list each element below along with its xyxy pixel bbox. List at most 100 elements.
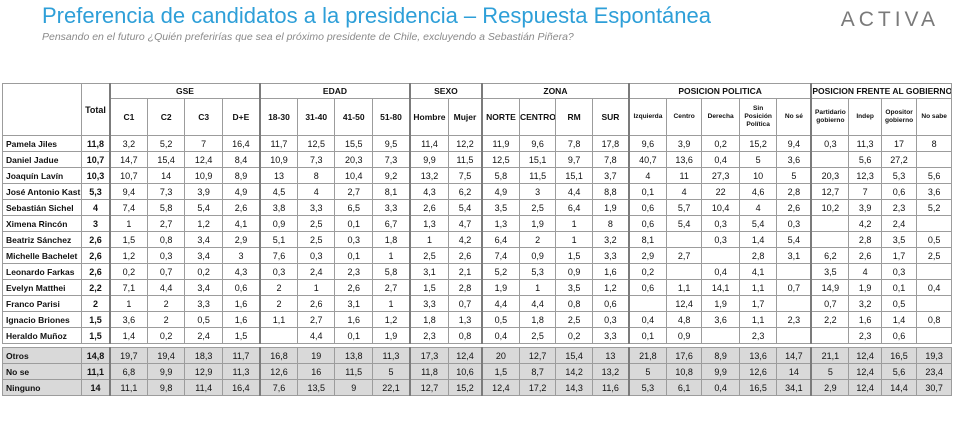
table-cell: 2,9 (221, 231, 261, 248)
table-cell: 6,4 (480, 231, 520, 248)
row-total: 3 (81, 215, 111, 232)
table-cell: 3,6 (701, 311, 740, 328)
table-cell: 4 (738, 199, 778, 216)
table-cell: 0,9 (555, 263, 593, 280)
table-row: Franco Parisi 2 1 2 3,3 1,6 2 2,6 3,1 1 3,3 0,7 4,4 4… (1, 295, 952, 312)
table-cell: 5,1 (258, 231, 298, 248)
table-cell: 14,7 (776, 347, 812, 364)
table-cell: 12,7 (810, 183, 850, 200)
table-cell: 7,3 (146, 183, 186, 200)
table-cell: 2,6 (221, 199, 261, 216)
table-cell: 0,1 (880, 279, 918, 296)
table-cell: 20,3 (334, 151, 373, 168)
table-cell: 0,4 (627, 311, 667, 328)
table-cell: 2 (258, 295, 298, 312)
table-cell: 12,6 (738, 363, 778, 380)
table-cell: 12,4 (848, 379, 882, 396)
table-cell: 2,5 (296, 215, 336, 232)
table-cell: 0,2 (701, 135, 740, 152)
table-cell: 10,8 (665, 363, 703, 380)
row-total: 2,6 (81, 231, 111, 248)
table-cell: 21,8 (627, 347, 667, 364)
table-cell: 9,6 (518, 135, 557, 152)
table-cell: 5,3 (880, 167, 918, 184)
table-cell: 30,7 (916, 379, 952, 396)
table-cell: 11,9 (480, 135, 520, 152)
table-cell: 5,8 (371, 263, 411, 280)
table-cell: 6,2 (810, 247, 850, 264)
table-cell: 7,4 (480, 247, 520, 264)
table-cell: 1 (371, 295, 411, 312)
row-total: 11,8 (81, 135, 111, 152)
table-cell: 1 (408, 231, 449, 248)
table-cell: 13,2 (591, 363, 630, 380)
column-header: NORTE (480, 98, 520, 136)
table-cell: 16 (296, 363, 336, 380)
column-header: Derecha (701, 98, 740, 136)
table-cell: 14 (776, 363, 812, 380)
table-cell: 0,1 (334, 327, 373, 344)
table-cell: 2,1 (447, 263, 483, 280)
table-cell: 0,6 (627, 279, 667, 296)
table-cell: 7,6 (258, 247, 298, 264)
column-header: Izquierda (627, 98, 667, 136)
table-cell: 10,4 (701, 199, 740, 216)
table-cell: 0,2 (108, 263, 148, 280)
table-row: Otros 14,8 19,7 19,4 18,3 11,7 16,8 19 13,8 11,3 1… (1, 347, 952, 364)
table-cell (916, 151, 952, 168)
table-cell: 16,4 (221, 135, 261, 152)
table-cell: 2,4 (296, 263, 336, 280)
column-header: Partidario gobierno (810, 98, 850, 136)
table-cell: 0,2 (627, 263, 667, 280)
table-cell: 16,4 (221, 379, 261, 396)
table-cell: 3 (518, 183, 557, 200)
table-cell: 3,2 (591, 231, 630, 248)
table-cell: 4,3 (221, 263, 261, 280)
column-header: Centro (665, 98, 703, 136)
table-cell: 0,4 (480, 327, 520, 344)
table-cell: 13 (258, 167, 298, 184)
row-candidate-name: Ximena Rincón (1, 215, 83, 232)
table-cell: 1,3 (447, 311, 483, 328)
table-cell: 11,6 (591, 379, 630, 396)
table-cell: 17 (880, 135, 918, 152)
table-cell: 2,4 (184, 327, 223, 344)
table-cell: 2,9 (627, 247, 667, 264)
table-cell: 2,6 (776, 199, 812, 216)
table-cell: 0,4 (701, 379, 740, 396)
table-cell: 19,3 (916, 347, 952, 364)
table-cell: 3,2 (108, 135, 148, 152)
table-cell: 0,3 (701, 231, 740, 248)
table-cell: 11,3 (221, 363, 261, 380)
table-cell: 4,4 (480, 295, 520, 312)
table-cell (810, 231, 850, 248)
row-total: 14 (81, 379, 111, 396)
table-cell: 3,6 (916, 183, 952, 200)
column-header: 41-50 (334, 98, 373, 136)
table-cell: 0,1 (334, 215, 373, 232)
table-cell: 5,3 (627, 379, 667, 396)
table-cell: 4,4 (555, 183, 593, 200)
table-cell: 1,7 (738, 295, 778, 312)
table-cell: 4,1 (738, 263, 778, 280)
table-cell: 1 (108, 295, 148, 312)
table-cell: 9,9 (408, 151, 449, 168)
table-cell: 12,4 (848, 363, 882, 380)
table-cell: 10,9 (258, 151, 298, 168)
table-cell: 15,1 (518, 151, 557, 168)
table-cell: 9,7 (555, 151, 593, 168)
table-cell: 0,1 (334, 247, 373, 264)
row-total: 5,3 (81, 183, 111, 200)
header-total: Total (81, 83, 111, 136)
row-candidate-name: Leonardo Farkas (1, 263, 83, 280)
table-cell: 4,8 (665, 311, 703, 328)
table-cell: 4 (665, 183, 703, 200)
table-cell: 9,9 (146, 363, 186, 380)
row-candidate-name: Heraldo Muñoz (1, 327, 83, 344)
table-cell: 7,8 (591, 151, 630, 168)
table-cell: 1 (518, 279, 557, 296)
table-cell: 12,4 (447, 347, 483, 364)
table-cell: 1,9 (848, 279, 882, 296)
table-cell: 5 (738, 151, 778, 168)
table-cell: 13,6 (665, 151, 703, 168)
